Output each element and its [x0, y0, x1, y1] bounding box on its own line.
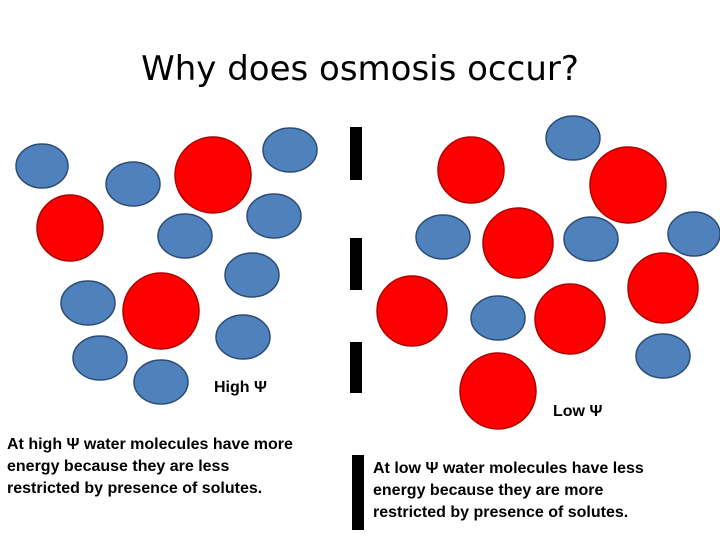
- left-description: energy because they are less: [7, 458, 229, 475]
- right-description: energy because they are more: [373, 482, 603, 499]
- membrane: [350, 127, 364, 530]
- right-label: Low Ψ: [553, 403, 602, 420]
- left-molecules: [15, 127, 318, 405]
- title: Why does osmosis occur?: [141, 49, 579, 89]
- left-description: restricted by presence of solutes.: [7, 480, 262, 497]
- right-description: At low Ψ water molecules have less: [373, 460, 644, 477]
- right-molecules: [376, 115, 720, 430]
- left-description: At high Ψ water molecules have more: [7, 436, 293, 453]
- left-label: High Ψ: [214, 379, 267, 396]
- right-description: restricted by presence of solutes.: [373, 504, 628, 521]
